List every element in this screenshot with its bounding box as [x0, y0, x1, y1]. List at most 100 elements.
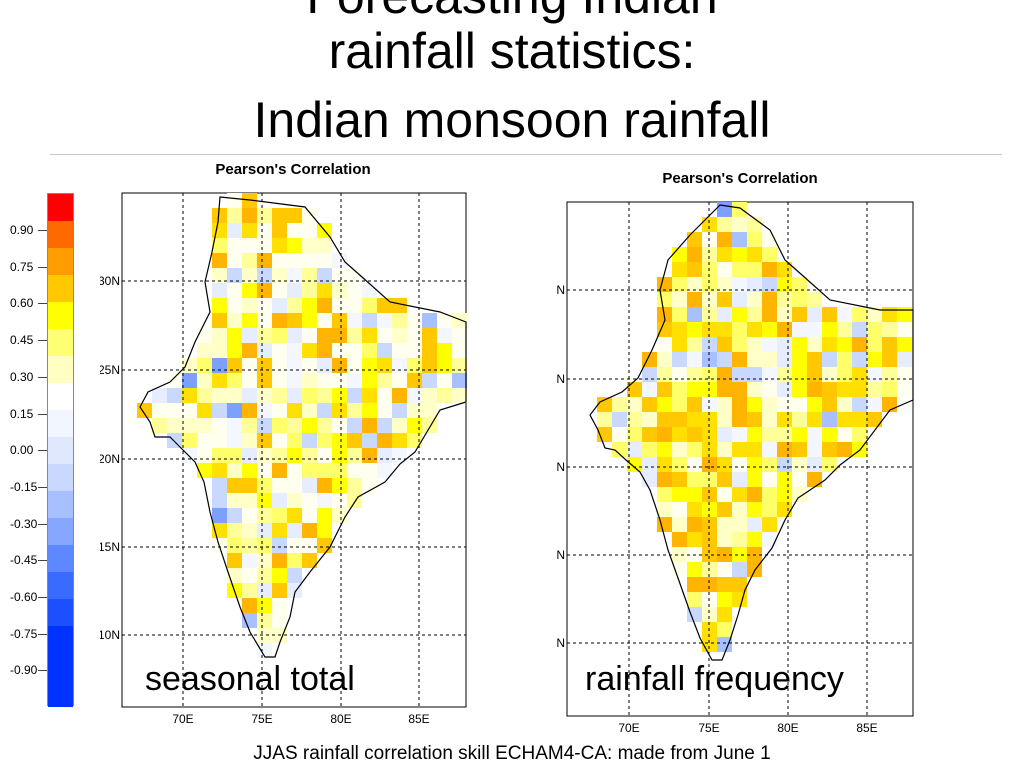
correlation-cell [212, 313, 227, 328]
correlation-cell [717, 487, 732, 502]
correlation-cell [227, 463, 242, 478]
correlation-cell [747, 517, 762, 532]
correlation-cell [392, 343, 407, 358]
correlation-cell [627, 397, 642, 412]
correlation-cell [137, 403, 152, 418]
correlation-cell [762, 292, 777, 307]
correlation-cell [347, 283, 362, 298]
correlation-cell [452, 313, 467, 328]
correlation-cell [807, 367, 822, 382]
correlation-cell [747, 382, 762, 397]
correlation-cell [897, 367, 912, 382]
correlation-cell [777, 337, 792, 352]
correlation-cell [732, 547, 747, 562]
correlation-cell [302, 463, 317, 478]
correlation-cell [612, 412, 627, 427]
correlation-cell [672, 502, 687, 517]
correlation-cell [897, 382, 912, 397]
correlation-cell [792, 412, 807, 427]
correlation-cell [257, 643, 272, 658]
correlation-cell [287, 328, 302, 343]
legend-label: 0.60 [10, 296, 34, 311]
correlation-cell [167, 373, 182, 388]
latitude-label: 30N [100, 274, 120, 288]
correlation-cell [657, 487, 672, 502]
correlation-cell [242, 328, 257, 343]
correlation-cell [227, 478, 242, 493]
correlation-cell [882, 367, 897, 382]
correlation-cell [302, 418, 317, 433]
correlation-cell [747, 457, 762, 472]
correlation-cell [332, 328, 347, 343]
correlation-cell [197, 433, 212, 448]
correlation-cell [212, 523, 227, 538]
correlation-cell [747, 472, 762, 487]
correlation-cell [392, 388, 407, 403]
correlation-cell [197, 358, 212, 373]
correlation-cell [597, 397, 612, 412]
legend-swatch [48, 410, 73, 437]
correlation-cell [807, 382, 822, 397]
correlation-cell [347, 268, 362, 283]
correlation-cell [717, 202, 732, 217]
correlation-cell [317, 388, 332, 403]
correlation-cell [287, 568, 302, 583]
correlation-cell [302, 403, 317, 418]
correlation-cell [702, 307, 717, 322]
correlation-cell [257, 478, 272, 493]
legend-swatch [48, 680, 73, 707]
correlation-cell [272, 433, 287, 448]
correlation-cell [422, 373, 437, 388]
correlation-cell [627, 442, 642, 457]
correlation-cell [777, 412, 792, 427]
correlation-cell [317, 538, 332, 553]
correlation-cell [672, 427, 687, 442]
correlation-cell [422, 358, 437, 373]
correlation-cell [242, 403, 257, 418]
correlation-cell [242, 373, 257, 388]
correlation-cell [837, 397, 852, 412]
correlation-cell [702, 517, 717, 532]
correlation-cell [807, 472, 822, 487]
correlation-cell [702, 427, 717, 442]
correlation-cell [302, 253, 317, 268]
map2-latitude-labels: N N N N N [556, 283, 565, 650]
map2-title: Pearson's Correlation [662, 170, 817, 187]
correlation-cell [717, 232, 732, 247]
correlation-cell [197, 373, 212, 388]
correlation-cell [302, 448, 317, 463]
legend-tick [38, 303, 47, 305]
legend-swatch [48, 275, 73, 302]
correlation-cell [837, 412, 852, 427]
legend-tick [38, 597, 47, 598]
correlation-cell [212, 298, 227, 313]
map-seasonal-total: Pearson's Correlation 30N 25N 20N 15N 10N 70… [100, 161, 467, 726]
correlation-cell [732, 577, 747, 592]
correlation-cell [882, 307, 897, 322]
correlation-cell [702, 367, 717, 382]
latitude-label: 15N [100, 540, 120, 554]
correlation-cell [882, 337, 897, 352]
correlation-cell [272, 328, 287, 343]
correlation-cell [807, 457, 822, 472]
correlation-cell [212, 508, 227, 523]
correlation-cell [257, 403, 272, 418]
correlation-cell [777, 442, 792, 457]
correlation-cell [762, 277, 777, 292]
correlation-cell [762, 532, 777, 547]
map1-coastline [139, 196, 467, 658]
correlation-cell [332, 493, 347, 508]
legend-swatch [48, 599, 73, 626]
correlation-cell [287, 508, 302, 523]
correlation-cell [702, 337, 717, 352]
correlation-cell [242, 448, 257, 463]
correlation-cell [182, 358, 197, 373]
correlation-cell [257, 253, 272, 268]
correlation-cell [332, 388, 347, 403]
correlation-cell [242, 358, 257, 373]
correlation-cell [732, 202, 747, 217]
correlation-cell [227, 553, 242, 568]
correlation-cell [807, 427, 822, 442]
correlation-cell [822, 322, 837, 337]
correlation-cell [242, 598, 257, 613]
